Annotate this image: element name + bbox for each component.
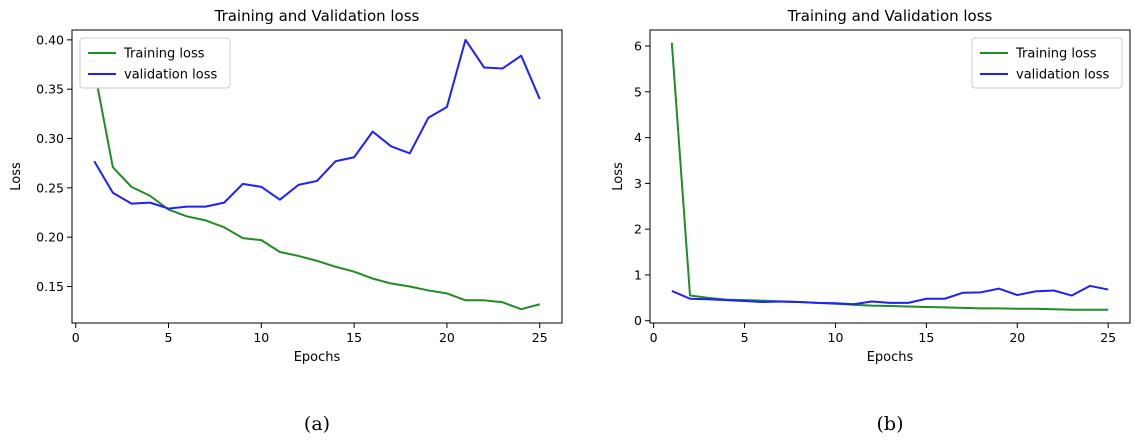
plot-frame [649, 29, 1131, 324]
x-tick-label: 0 [650, 330, 658, 345]
x-tick-label: 5 [741, 330, 749, 345]
y-tick-label: 2 [634, 222, 642, 237]
y-tick-label: 4 [634, 130, 642, 145]
y-axis-label: Loss [9, 162, 24, 191]
x-axis-label: Epochs [867, 350, 914, 365]
y-axis-label: Loss [611, 162, 626, 191]
y-tick-label: 1 [634, 267, 642, 282]
chart-title: Training and Validation loss [214, 7, 420, 25]
legend-label: Training loss [123, 47, 205, 62]
legend-box [79, 37, 231, 89]
x-tick-label: 0 [72, 330, 80, 345]
series-line-training-loss [93, 69, 540, 311]
chart-title: Training and Validation loss [787, 7, 993, 25]
x-tick-label: 20 [1009, 330, 1025, 345]
figure-caption: (b) [877, 413, 904, 435]
x-tick-label: 15 [346, 330, 362, 345]
y-tick-label: 0.35 [36, 82, 64, 97]
y-tick-label: 0.40 [36, 32, 64, 47]
plot-frame [71, 29, 563, 324]
y-tick-label: 0.25 [36, 180, 64, 195]
legend-label: validation loss [1016, 68, 1109, 83]
x-tick-label: 25 [1100, 330, 1116, 345]
figure-caption: (a) [304, 413, 330, 435]
y-tick-label: 0.15 [36, 279, 64, 294]
y-tick-label: 0 [634, 313, 642, 328]
series-line-validation-loss [93, 38, 541, 210]
x-tick-label: 10 [828, 330, 844, 345]
legend-label: validation loss [124, 68, 217, 83]
x-tick-label: 20 [439, 330, 455, 345]
x-tick-label: 10 [253, 330, 269, 345]
x-tick-label: 5 [165, 330, 173, 345]
y-tick-label: 0.20 [36, 230, 64, 245]
legend-box [971, 37, 1123, 89]
legend-label: Training loss [1015, 47, 1097, 62]
chart-a: 0 5 10 15 20 25 0.15 0.20 0.25 0.30 0.35 0.40 Traini… [9, 7, 563, 435]
y-tick-label: 3 [634, 176, 642, 191]
x-tick-label: 15 [918, 330, 934, 345]
y-tick-label: 6 [634, 39, 642, 54]
x-axis-label: Epochs [294, 350, 341, 365]
y-tick-label: 0.30 [36, 131, 64, 146]
legend: Training loss validation loss [79, 37, 231, 89]
series-line-validation-loss [671, 284, 1109, 306]
chart-b: 0 5 10 15 20 25 0 1 2 3 4 5 6 Training and Validation… [611, 7, 1131, 435]
y-tick-label: 5 [634, 84, 642, 99]
legend: Training loss validation loss [971, 37, 1123, 89]
x-tick-label: 25 [532, 330, 548, 345]
